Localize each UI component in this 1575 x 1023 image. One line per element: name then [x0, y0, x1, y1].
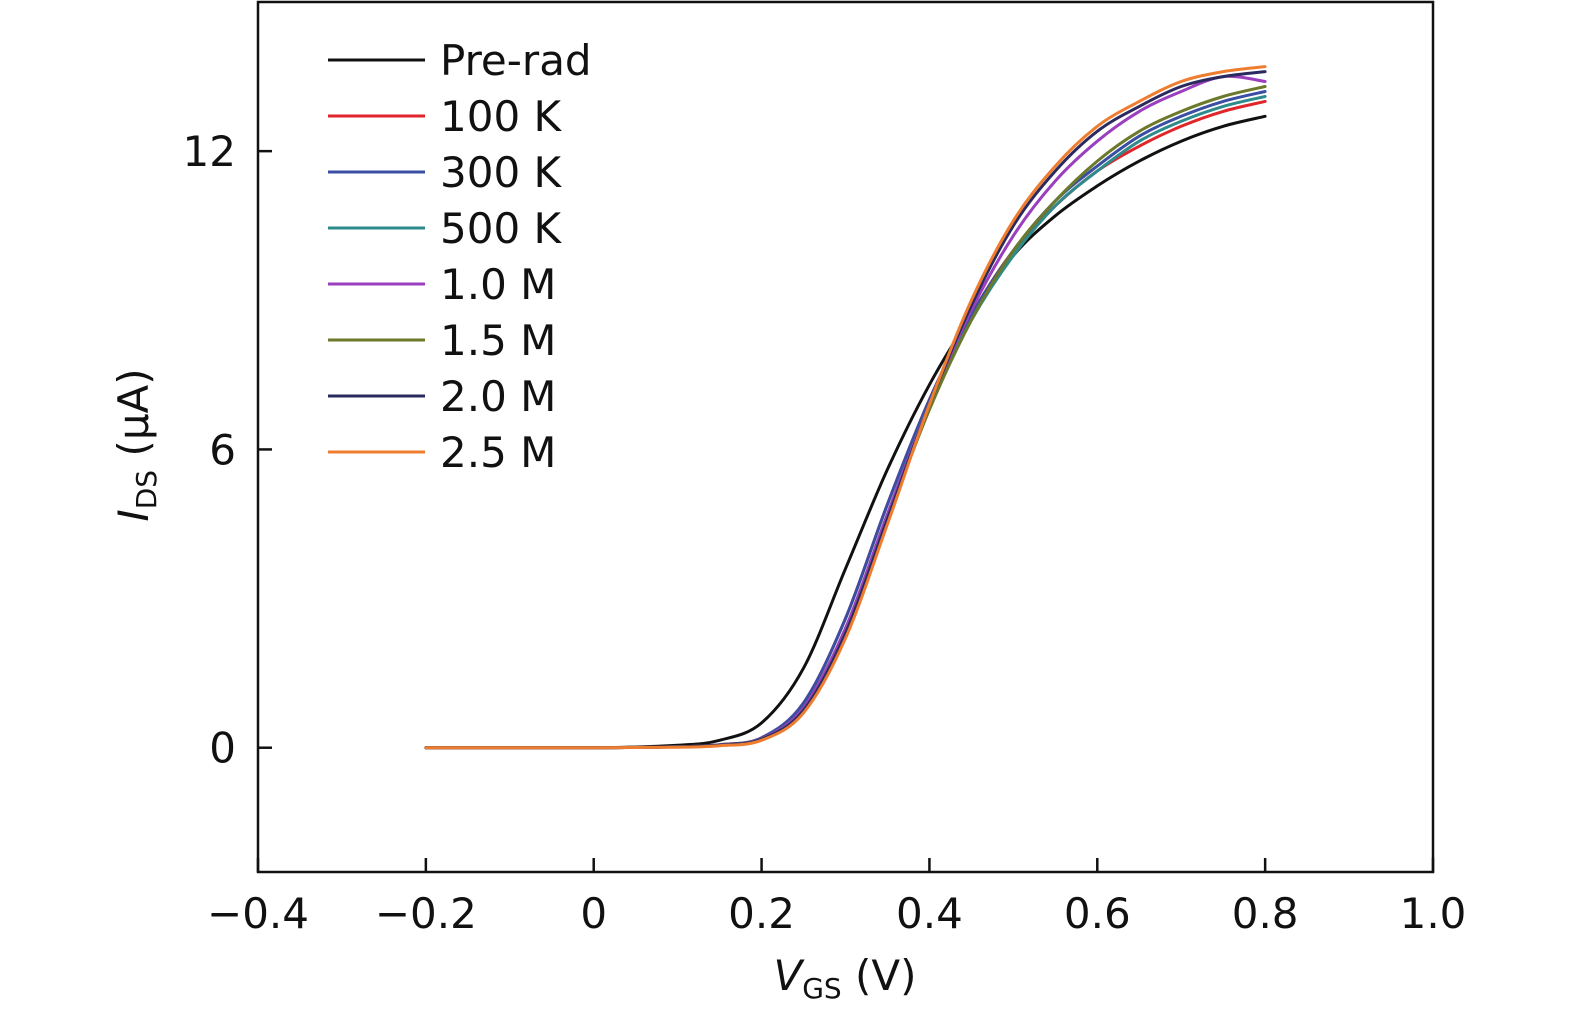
plot-frame	[256, 0, 1435, 874]
y-tick-label: 0	[209, 724, 236, 773]
y-axis-label-sub: DS	[130, 470, 163, 509]
legend-label: 1.5 M	[440, 316, 556, 365]
x-tick-label: −0.4	[207, 889, 309, 938]
y-tick-label: 6	[209, 425, 236, 474]
y-axis-label-main: I	[109, 509, 158, 521]
x-tick-label: 1.0	[1400, 889, 1467, 938]
x-tick-label: 0.4	[896, 889, 963, 938]
legend-label: 100 K	[440, 92, 563, 141]
x-tick-label: 0.6	[1064, 889, 1131, 938]
legend-label: Pre-rad	[440, 36, 592, 85]
y-axis-label-unit: (μA)	[109, 368, 158, 470]
legend-label: 2.5 M	[440, 428, 556, 477]
series-line-100-k	[424, 99, 1267, 750]
tick-group: −0.4 −0.2 0 0.2 0.4 0.6 0.8 1.0 0 6 12	[183, 127, 1467, 938]
legend-label: 500 K	[440, 204, 563, 253]
legend-label: 1.0 M	[440, 260, 556, 309]
legend-label: 300 K	[440, 148, 563, 197]
x-tick-label: −0.2	[375, 889, 477, 938]
x-axis-label-main: V	[773, 951, 805, 1000]
legend: Pre-rad 100 K 300 K 500 K 1.0 M 1.5 M 2.0 M 2.5…	[328, 36, 592, 477]
x-tick-label: 0.8	[1232, 889, 1299, 938]
x-tick-label: 0.2	[728, 889, 795, 938]
series-line-2_5-m	[424, 65, 1267, 750]
x-axis-label-sub: GS	[802, 972, 841, 1005]
y-tick-label: 12	[183, 127, 236, 176]
legend-label: 2.0 M	[440, 372, 556, 421]
x-axis-label: VGS (V)	[773, 951, 916, 1005]
series-group	[424, 65, 1267, 750]
y-axis-label: IDS (μA)	[109, 368, 163, 521]
x-axis-label-unit: (V)	[842, 951, 917, 1000]
x-tick-label: 0	[580, 889, 607, 938]
series-line-pre-rad	[424, 114, 1267, 750]
